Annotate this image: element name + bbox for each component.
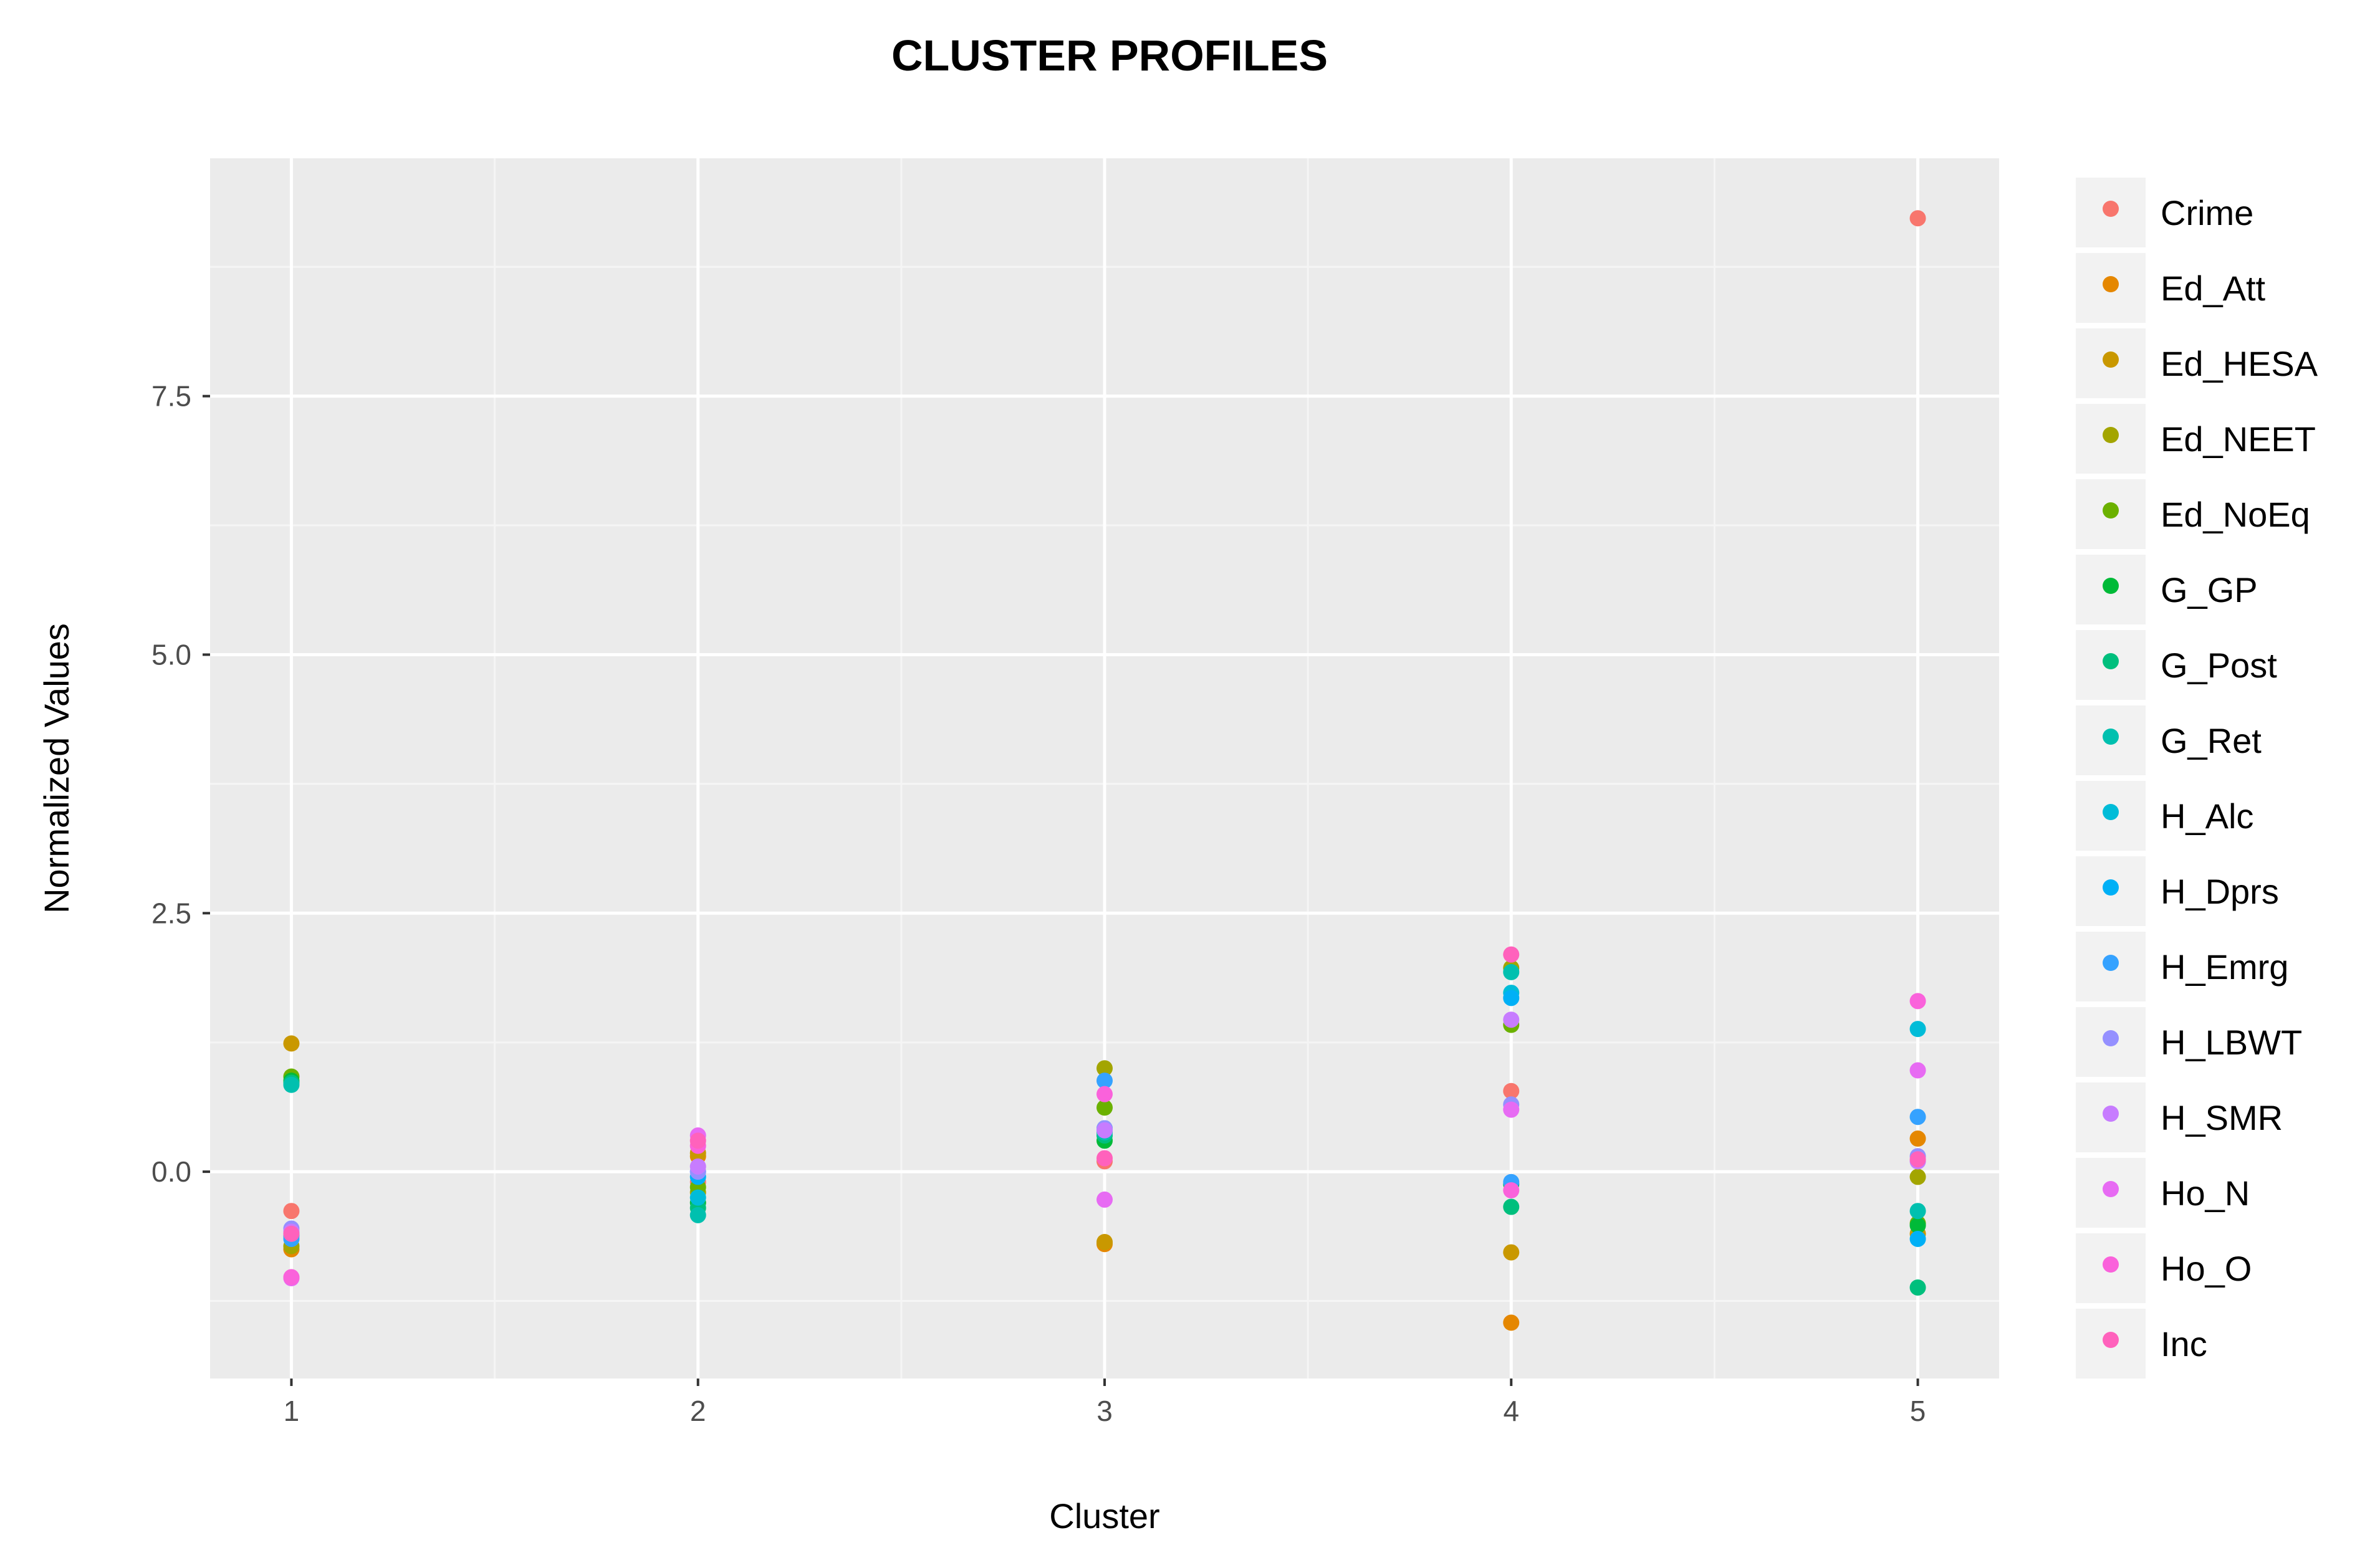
legend-label: G_GP (2161, 570, 2258, 609)
legend-label: Ed_NEET (2161, 419, 2316, 459)
point-inc (1503, 946, 1520, 963)
point-g_post (1503, 1198, 1520, 1215)
legend-label: Inc (2161, 1324, 2207, 1364)
gridlines (210, 158, 1999, 1379)
legend-marker (2103, 1030, 2119, 1046)
point-ho_o (1503, 1182, 1520, 1199)
legend-label: G_Post (2161, 646, 2277, 685)
y-tick-label: 7.5 (151, 380, 191, 413)
legend-label: G_Ret (2161, 721, 2262, 760)
point-g_ret (1503, 963, 1520, 980)
point-ed_att (1503, 1314, 1520, 1331)
legend-marker (2103, 201, 2119, 217)
point-g_ret (283, 1076, 300, 1093)
y-tick-label: 2.5 (151, 897, 191, 929)
legend-marker (2103, 502, 2119, 519)
point-crime (283, 1203, 300, 1220)
legend-label: Crime (2161, 193, 2253, 232)
legend-marker (2103, 1332, 2119, 1348)
point-inc (689, 1132, 706, 1149)
point-ed_neet (1909, 1168, 1926, 1185)
point-ed_att (1909, 1130, 1926, 1147)
legend-marker (2103, 427, 2119, 443)
legend-marker (2103, 276, 2119, 292)
legend-marker (2103, 804, 2119, 820)
point-inc (1909, 1151, 1926, 1168)
legend-marker (2103, 879, 2119, 896)
x-tick-label: 4 (1503, 1395, 1519, 1427)
legend-marker (2103, 1181, 2119, 1197)
legend-marker (2103, 653, 2119, 669)
point-ed_hesa (283, 1035, 300, 1052)
point-ho_n (1096, 1191, 1113, 1208)
legend-label: Ho_O (2161, 1249, 2252, 1288)
point-h_alc (1909, 1021, 1926, 1038)
x-tick-label: 2 (690, 1395, 706, 1427)
legend-marker (2103, 729, 2119, 745)
point-ed_neet (1096, 1060, 1113, 1077)
point-g_post (1909, 1279, 1926, 1296)
legend-label: H_Dprs (2161, 872, 2279, 911)
legend-label: Ho_N (2161, 1173, 2250, 1213)
point-ho_n (1909, 1062, 1926, 1079)
legend-marker (2103, 955, 2119, 971)
point-h_smr (1503, 1011, 1520, 1028)
legend-label: H_SMR (2161, 1098, 2283, 1137)
point-h_smr (689, 1158, 706, 1175)
point-g_ret (1909, 1203, 1926, 1220)
x-tick-label: 3 (1096, 1395, 1113, 1427)
point-g_gp (1909, 1217, 1926, 1234)
point-inc (1096, 1150, 1113, 1167)
legend-label: H_Emrg (2161, 947, 2288, 987)
y-tick-label: 5.0 (151, 638, 191, 671)
legend: Crime Ed_Att Ed_HESA Ed_NEET Ed_NoEq G_GP G_Po… (2076, 178, 2318, 1379)
point-crime (1503, 1082, 1520, 1099)
point-h_smr (1096, 1122, 1113, 1139)
legend-label: Ed_Att (2161, 269, 2266, 308)
point-h_emrg (1096, 1073, 1113, 1089)
point-ho_n (1503, 1101, 1520, 1118)
legend-label: Ed_HESA (2161, 344, 2318, 383)
axis-ticks: 0.0 2.5 5.0 7.5 1 2 3 4 5 (151, 380, 1926, 1427)
point-h_dprs (1909, 1230, 1926, 1247)
point-ed_noeq (1096, 1099, 1113, 1116)
point-ho_o (283, 1269, 300, 1286)
x-tick-label: 5 (1910, 1395, 1926, 1427)
x-axis-title: Cluster (1049, 1496, 1159, 1536)
point-g_ret (689, 1207, 706, 1223)
point-ho_o (1096, 1086, 1113, 1102)
point-h_alc (689, 1189, 706, 1206)
point-ed_hesa (1096, 1233, 1113, 1250)
legend-marker (2103, 351, 2119, 368)
chart-title: CLUSTER PROFILES (891, 31, 1328, 80)
point-ed_hesa (1503, 1244, 1520, 1261)
legend-label: H_LBWT (2161, 1023, 2302, 1062)
legend-label: Ed_NoEq (2161, 495, 2310, 534)
legend-label: H_Alc (2161, 796, 2253, 836)
point-h_dprs (1503, 990, 1520, 1006)
point-inc (283, 1225, 300, 1242)
y-axis-title: Normalized Values (37, 623, 76, 914)
point-crime (1909, 210, 1926, 227)
y-tick-label: 0.0 (151, 1155, 191, 1188)
point-h_emrg (1909, 1109, 1926, 1125)
x-tick-label: 1 (284, 1395, 300, 1427)
legend-marker (2103, 1256, 2119, 1273)
data-points (283, 210, 1926, 1331)
point-ho_o (1909, 993, 1926, 1010)
legend-marker (2103, 578, 2119, 594)
legend-marker (2103, 1106, 2119, 1122)
